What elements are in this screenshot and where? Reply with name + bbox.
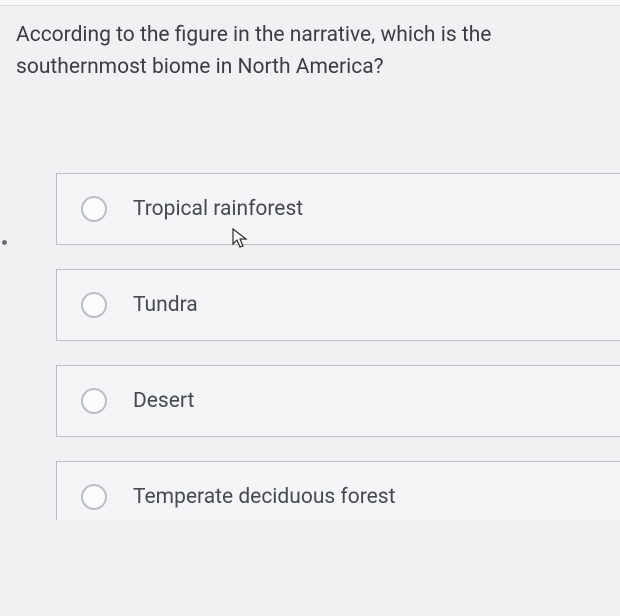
option-temperate-deciduous-forest[interactable]: Temperate deciduous forest xyxy=(56,461,620,520)
option-label: Desert xyxy=(133,389,194,413)
options-container: Tropical rainforest Tundra Desert Temper… xyxy=(0,173,620,520)
option-label: Tundra xyxy=(133,293,198,317)
radio-icon xyxy=(81,292,107,318)
top-divider xyxy=(0,0,620,6)
option-tropical-rainforest[interactable]: Tropical rainforest xyxy=(56,173,620,245)
option-label: Tropical rainforest xyxy=(133,197,303,221)
radio-icon xyxy=(81,484,107,510)
radio-icon xyxy=(81,388,107,414)
question-text: According to the figure in the narrative… xyxy=(0,0,620,83)
option-desert[interactable]: Desert xyxy=(56,365,620,437)
radio-icon xyxy=(81,196,107,222)
decorative-dot xyxy=(2,240,7,245)
option-tundra[interactable]: Tundra xyxy=(56,269,620,341)
option-label: Temperate deciduous forest xyxy=(133,485,395,509)
